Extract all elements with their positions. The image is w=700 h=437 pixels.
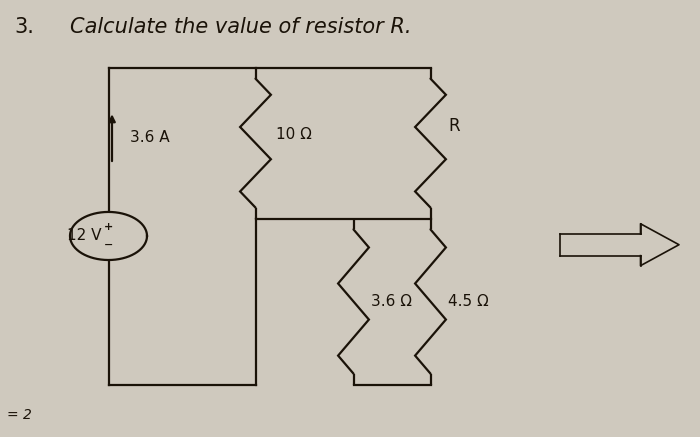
Text: −: − <box>104 240 113 250</box>
Text: 10 Ω: 10 Ω <box>276 127 312 142</box>
Text: 3.6 Ω: 3.6 Ω <box>371 294 412 309</box>
Text: 3.: 3. <box>14 17 34 38</box>
Text: Calculate the value of resistor R.: Calculate the value of resistor R. <box>70 17 412 38</box>
Text: 3.6 A: 3.6 A <box>130 130 169 145</box>
Text: 4.5 Ω: 4.5 Ω <box>448 294 489 309</box>
Text: 12 V: 12 V <box>67 229 102 243</box>
Text: +: + <box>104 222 113 232</box>
Text: = 2: = 2 <box>7 408 32 422</box>
Text: R: R <box>448 117 460 135</box>
